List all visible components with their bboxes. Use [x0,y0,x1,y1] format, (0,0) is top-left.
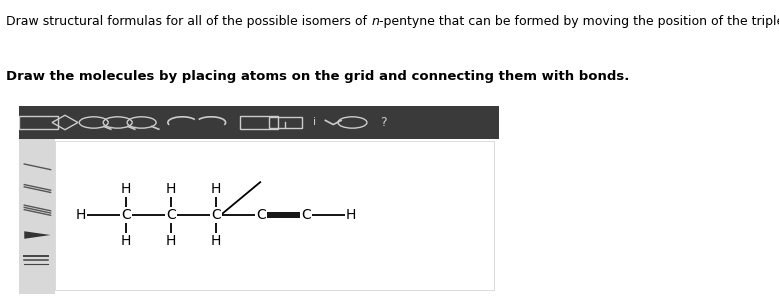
Text: Draw structural formulas for all of the possible isomers of: Draw structural formulas for all of the … [6,15,372,28]
Text: C: C [166,208,176,222]
Text: ?: ? [380,116,387,129]
Text: H: H [166,182,176,196]
Text: H: H [121,182,131,196]
FancyBboxPatch shape [19,106,499,139]
Text: C: C [211,208,220,222]
FancyBboxPatch shape [55,141,494,290]
Text: -pentyne that can be formed by moving the position of the triple bond.: -pentyne that can be formed by moving th… [379,15,779,28]
Text: H: H [76,208,86,222]
Text: H: H [210,182,221,196]
Text: H: H [210,234,221,248]
FancyBboxPatch shape [19,139,55,294]
Text: C: C [121,208,131,222]
Polygon shape [24,231,51,239]
Text: i: i [312,118,315,128]
Text: Draw the molecules by placing atoms on the grid and connecting them with bonds.: Draw the molecules by placing atoms on t… [6,70,629,83]
Text: n: n [372,15,379,28]
Text: C: C [256,208,266,222]
Text: H: H [346,208,356,222]
Text: H: H [121,234,131,248]
Text: C: C [301,208,311,222]
Text: H: H [166,234,176,248]
FancyBboxPatch shape [12,103,506,297]
